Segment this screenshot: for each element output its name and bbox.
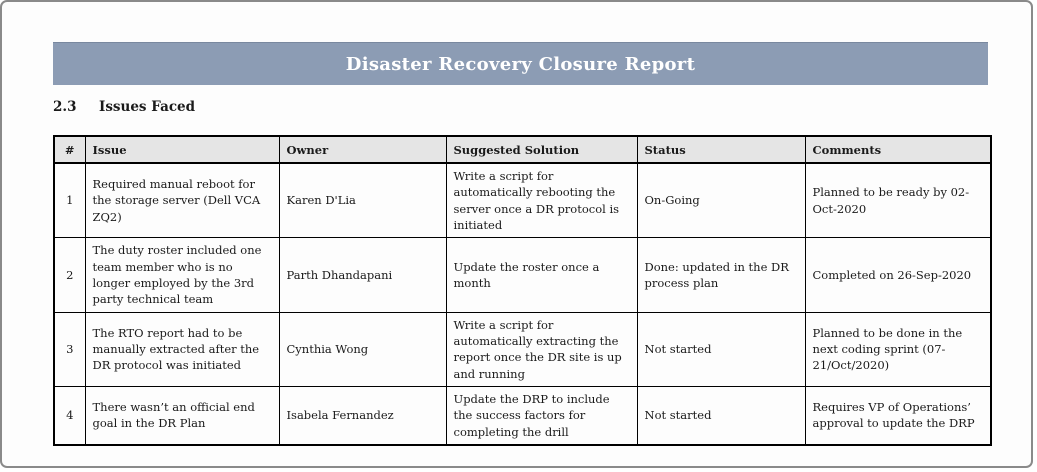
section-number: 2.3 [53,99,77,115]
cell-number: 3 [53,311,86,387]
cell-owner: Cynthia Wong [278,311,447,387]
col-header-suggested-solution: Suggested Solution [445,135,638,164]
table-row: 4 There wasn’t an official end goal in t… [53,385,992,446]
col-header-issue: Issue [84,135,280,164]
cell-owner: Isabela Fernandez [278,385,447,446]
report-title-banner: Disaster Recovery Closure Report [53,42,988,85]
section-title: Issues Faced [99,99,196,115]
cell-suggested-solution: Write a script for automatically extract… [445,311,638,387]
table-row: 2 The duty roster included one team memb… [53,237,992,313]
cell-suggested-solution: Write a script for automatically rebooti… [445,162,638,239]
cell-comments: Completed on 26-Sep-2020 [804,237,992,313]
cell-suggested-solution: Update the DRP to include the success fa… [445,385,638,446]
cell-status: Done: updated in the DR process plan [636,237,806,313]
section-heading: 2.3 Issues Faced [53,99,195,115]
col-header-owner: Owner [278,135,447,164]
table-row: 1 Required manual reboot for the storage… [53,162,992,239]
cell-status: On-Going [636,162,806,239]
header-row: # Issue Owner Suggested Solution Status … [53,135,992,164]
issues-table-header: # Issue Owner Suggested Solution Status … [53,135,992,164]
cell-comments: Requires VP of Operations’ approval to u… [804,385,992,446]
cell-owner: Karen D'Lia [278,162,447,239]
report-title: Disaster Recovery Closure Report [345,53,696,75]
cell-number: 2 [53,237,86,313]
issues-table-body: 1 Required manual reboot for the storage… [53,162,992,446]
cell-issue: Required manual reboot for the storage s… [84,162,280,239]
cell-comments: Planned to be done in the next coding sp… [804,311,992,387]
cell-issue: There wasn’t an official end goal in the… [84,385,280,446]
cell-status: Not started [636,385,806,446]
cell-number: 1 [53,162,86,239]
cell-number: 4 [53,385,86,446]
cell-status: Not started [636,311,806,387]
table-row: 3 The RTO report had to be manually extr… [53,311,992,387]
cell-issue: The duty roster included one team member… [84,237,280,313]
cell-issue: The RTO report had to be manually extrac… [84,311,280,387]
cell-suggested-solution: Update the roster once a month [445,237,638,313]
col-header-number: # [53,135,86,164]
col-header-comments: Comments [804,135,992,164]
cell-owner: Parth Dhandapani [278,237,447,313]
col-header-status: Status [636,135,806,164]
issues-table: # Issue Owner Suggested Solution Status … [53,135,992,446]
cell-comments: Planned to be ready by 02-Oct-2020 [804,162,992,239]
